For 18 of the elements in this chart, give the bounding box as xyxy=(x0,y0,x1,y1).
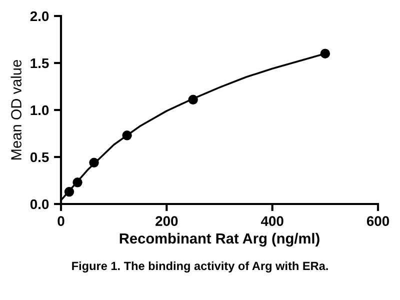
y-axis-title: Mean OD value xyxy=(10,60,22,160)
x-tick-label: 0 xyxy=(58,216,64,226)
point xyxy=(188,94,198,105)
point xyxy=(72,178,82,188)
x-tick-label: 200 xyxy=(156,216,178,226)
caption: Figure 1. The binding activity of Arg with ERa. xyxy=(72,261,328,272)
y-tick-label: 1.0 xyxy=(30,105,49,116)
y-tick-label: 0.5 xyxy=(30,152,49,162)
point xyxy=(320,48,330,58)
x-tick-label: 600 xyxy=(366,216,390,226)
x-tick-label: 400 xyxy=(260,216,284,226)
point xyxy=(89,158,99,168)
x-axis-title: Recombinant Rat Arg (ng/ml) xyxy=(120,232,320,247)
point xyxy=(64,186,74,197)
point xyxy=(122,130,132,140)
y-tick-label: 1.5 xyxy=(30,58,49,68)
y-tick-label: 2.0 xyxy=(30,11,49,22)
y-tick-label: 0.0 xyxy=(30,199,49,210)
